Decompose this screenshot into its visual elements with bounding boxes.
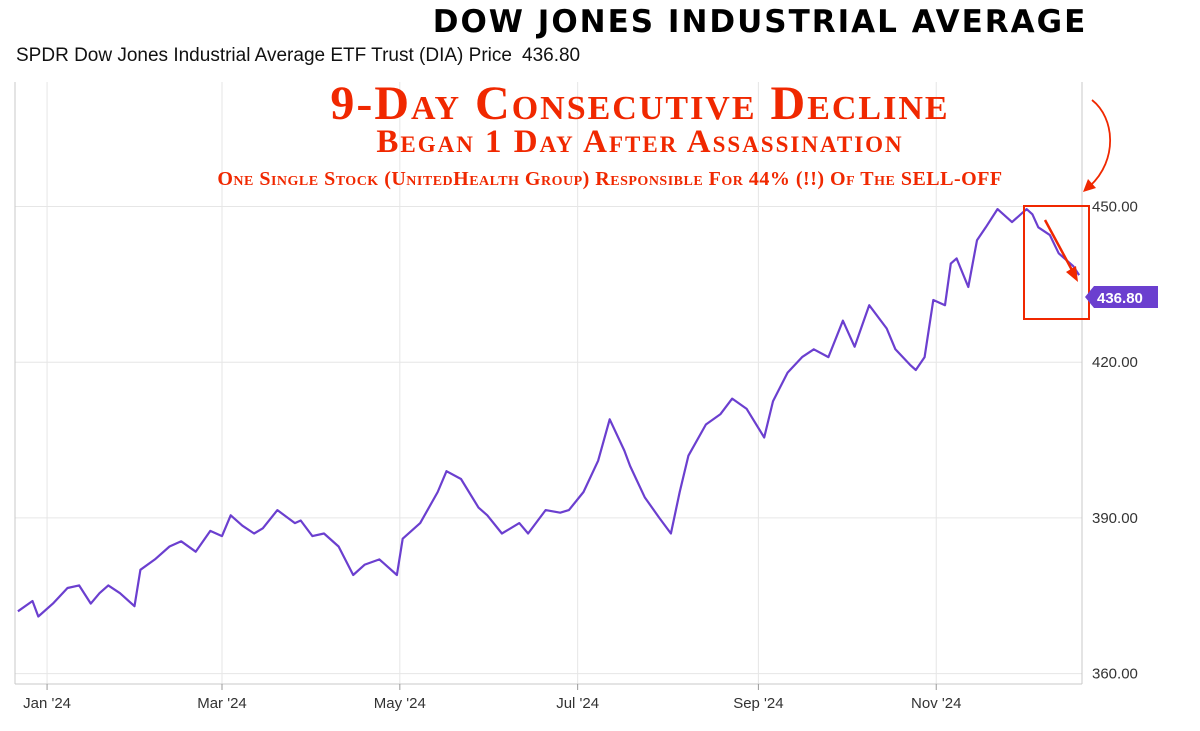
annotation-headline: 9-Day Consecutive Decline xyxy=(330,77,950,130)
y-axis-ticks: 360.00 390.00 420.00 450.00 xyxy=(1092,199,1138,683)
last-price-badge: 436.80 xyxy=(1085,286,1158,308)
x-tick-label: Sep '24 xyxy=(733,695,783,712)
y-tick-label: 360.00 xyxy=(1092,666,1138,683)
decline-highlight-box xyxy=(1023,205,1090,320)
y-tick-label: 450.00 xyxy=(1092,199,1138,216)
x-tick-label: May '24 xyxy=(374,695,426,712)
current-price: 436.80 xyxy=(522,45,581,66)
y-tick-label: 420.00 xyxy=(1092,354,1138,371)
chart-title: DOW JONES INDUSTRIAL AVERAGE xyxy=(432,4,1088,40)
y-tick-label: 390.00 xyxy=(1092,510,1138,527)
price-series-line xyxy=(17,208,1081,618)
x-tick-label: Jul '24 xyxy=(556,695,599,712)
gridlines xyxy=(15,82,1082,684)
x-axis-ticks: Jan '24 Mar '24 May '24 Jul '24 Sep '24 Nov '… xyxy=(23,684,961,712)
x-tick-label: Mar '24 xyxy=(197,695,247,712)
callout-arrow xyxy=(1083,99,1111,192)
decline-arrow xyxy=(1043,219,1078,282)
x-tick-label: Jan '24 xyxy=(23,695,71,712)
last-price-label: 436.80 xyxy=(1097,290,1143,307)
x-tick-label: Nov '24 xyxy=(911,695,961,712)
security-name: SPDR Dow Jones Industrial Average ETF Tr… xyxy=(16,45,512,66)
annotation-detail: One Single Stock (UnitedHealth Group) Re… xyxy=(217,168,1003,190)
annotation-subheadline: Began 1 Day After Assassination xyxy=(376,124,904,160)
